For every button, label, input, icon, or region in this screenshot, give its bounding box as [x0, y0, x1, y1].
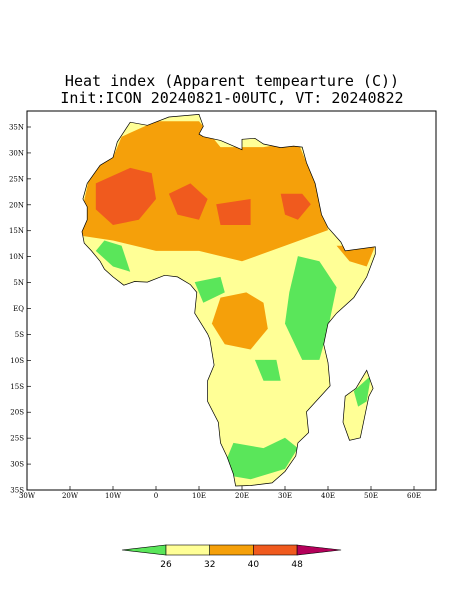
lon-label: 20E — [235, 492, 249, 500]
colorbar-swatch — [209, 544, 254, 556]
lon-label: 0 — [154, 492, 158, 500]
lat-label: 15S — [10, 383, 24, 391]
lon-label: 10W — [105, 492, 122, 500]
map-frame — [26, 110, 437, 491]
axis-labels: 35N 30N 25N 20N 15N 10N 5N EQ 5S 10S 15S 20S 25S 30S 3… — [9, 124, 421, 501]
heat-region — [285, 256, 337, 360]
lat-label: 5S — [15, 331, 24, 339]
title-line: Heat index (Apparent tempearture (C)) — [65, 72, 399, 90]
lon-label: 50E — [364, 492, 378, 500]
lat-label: 10N — [9, 253, 24, 261]
heat-region — [82, 121, 328, 262]
lat-label: 5N — [13, 279, 24, 287]
lat-label: 35S — [10, 487, 24, 495]
heat-region — [280, 193, 311, 220]
lat-label: EQ — [13, 305, 24, 313]
heat-region — [95, 167, 156, 225]
lon-label: 60E — [407, 492, 421, 500]
lon-label: 30W — [19, 492, 36, 500]
heat-region — [220, 437, 298, 480]
colorbar-swatch — [165, 544, 211, 556]
lat-label: 20S — [10, 409, 24, 417]
coastline — [342, 369, 374, 441]
colorbar-label: 48 — [291, 560, 303, 570]
heat-regions — [82, 121, 376, 480]
lat-label: 25S — [10, 435, 24, 443]
lat-label: 35N — [9, 124, 24, 132]
lat-label: 20N — [9, 201, 24, 209]
colorbar-end — [296, 544, 342, 556]
lat-label: 30N — [9, 149, 24, 157]
lat-label: 10S — [10, 357, 24, 365]
coastline — [81, 114, 376, 487]
map — [81, 114, 376, 487]
heat-region — [216, 199, 251, 225]
heat-region — [211, 292, 268, 350]
lon-label: 30E — [278, 492, 292, 500]
lon-label: 40E — [321, 492, 335, 500]
colorbar-label: 40 — [248, 560, 260, 570]
heat-region — [194, 276, 225, 303]
heat-region — [254, 359, 281, 381]
lon-label: 20W — [62, 492, 79, 500]
colorbar: 26 32 40 48 — [121, 544, 342, 570]
colorbar-label: 26 — [160, 560, 172, 570]
lat-label: 15N — [9, 227, 24, 235]
lon-label: 10E — [192, 492, 206, 500]
heat-region — [353, 375, 371, 407]
lat-label: 30S — [10, 461, 24, 469]
heat-region — [168, 183, 208, 220]
colorbar-swatch — [253, 544, 298, 556]
colorbar-end — [121, 544, 167, 556]
heat-region — [95, 240, 131, 272]
title-line: Init:ICON 20240821-00UTC, VT: 20240822 — [60, 89, 403, 107]
lat-label: 25N — [9, 175, 24, 183]
colorbar-label: 32 — [204, 560, 215, 570]
